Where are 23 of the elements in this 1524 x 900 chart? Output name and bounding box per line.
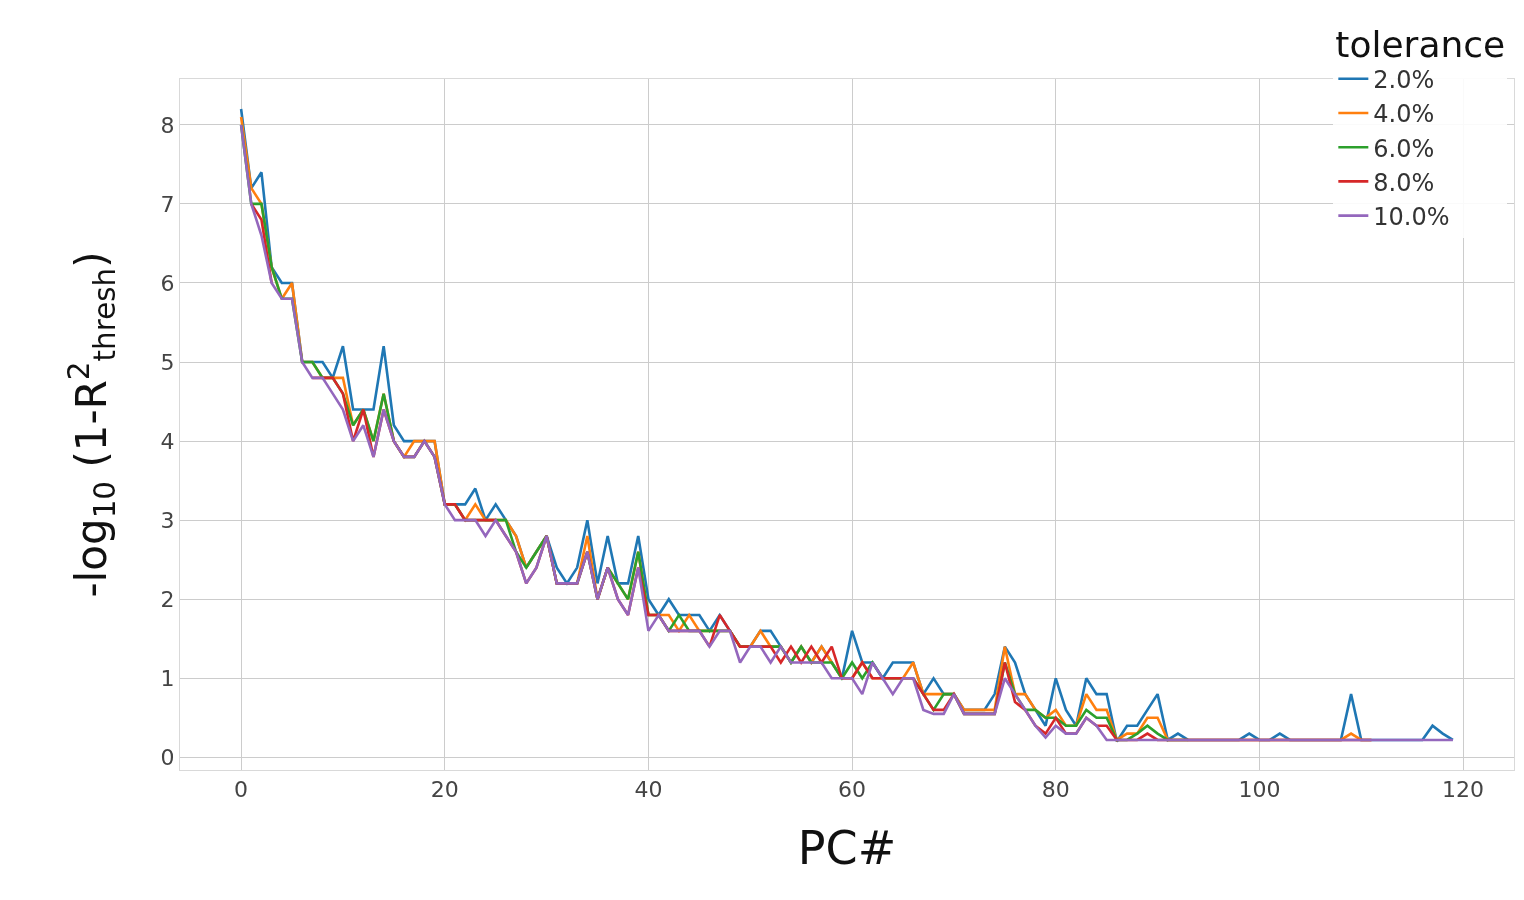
legend-label: 10.0% xyxy=(1373,202,1450,231)
x-tick-label: 0 xyxy=(234,777,249,803)
y-tick-label: 0 xyxy=(160,745,175,771)
x-tick-label: 120 xyxy=(1442,777,1485,803)
legend-label: 6.0% xyxy=(1373,134,1435,163)
y-tick-label: 1 xyxy=(160,665,175,691)
x-tick-label: 60 xyxy=(838,777,867,803)
legend-label: 2.0% xyxy=(1373,66,1435,95)
legend-title: tolerance xyxy=(1335,23,1506,65)
legend-label: 8.0% xyxy=(1373,168,1435,197)
y-tick-label: 6 xyxy=(160,270,175,296)
y-tick-label: 2 xyxy=(160,586,175,612)
y-tick-label: 8 xyxy=(160,112,175,138)
legend-label: 4.0% xyxy=(1373,100,1435,129)
y-tick-label: 4 xyxy=(160,428,175,454)
x-tick-label: 20 xyxy=(430,777,459,803)
y-tick-label: 5 xyxy=(160,349,175,375)
y-tick-label: 3 xyxy=(160,507,175,533)
y-tick-label: 7 xyxy=(160,191,175,217)
x-axis-title: PC# xyxy=(797,821,897,876)
x-tick-label: 40 xyxy=(634,777,663,803)
x-tick-label: 100 xyxy=(1238,777,1281,803)
x-tick-label: 80 xyxy=(1041,777,1070,803)
